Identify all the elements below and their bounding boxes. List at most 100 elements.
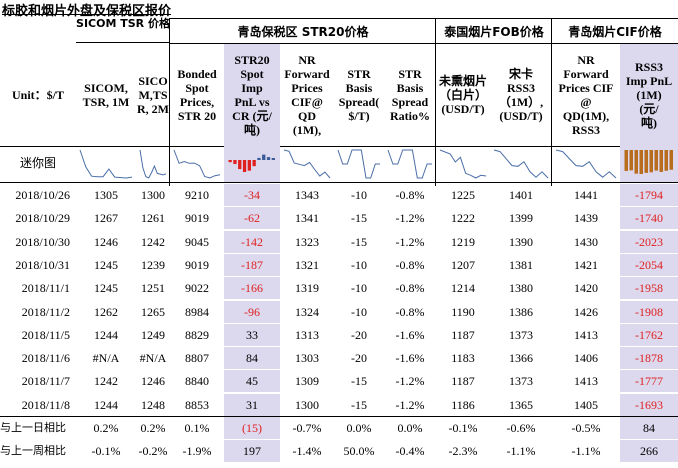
table-cell: 1343 bbox=[295, 188, 319, 202]
table-cell: -15 bbox=[351, 234, 367, 249]
sparkline-svg bbox=[283, 149, 331, 179]
table-cell: 1186 bbox=[451, 397, 475, 412]
sparkline-svg bbox=[493, 149, 549, 179]
table-cell: 1248 bbox=[141, 397, 165, 412]
table-cell: 1300 bbox=[295, 397, 319, 412]
table-cell: 0.1% bbox=[184, 421, 210, 435]
table-cell: 84 bbox=[224, 347, 280, 370]
sparkline-bar bbox=[649, 150, 653, 173]
table-cell: 31 bbox=[224, 393, 280, 416]
table-cell: 9022 bbox=[185, 281, 209, 296]
column-header: Unit：$/T bbox=[11, 88, 64, 102]
table-cell: 1303 bbox=[295, 351, 319, 366]
column-header: SICOM, TSR, 1M bbox=[82, 81, 130, 109]
table-cell: 1319 bbox=[295, 281, 319, 296]
column-header: 未熏烟片 （白片） (USD/T) bbox=[438, 74, 487, 116]
table-cell: 1413 bbox=[574, 327, 598, 342]
sparkline-6 bbox=[334, 146, 384, 182]
sparkline-line bbox=[139, 149, 167, 179]
table-cell: 50.0% bbox=[343, 444, 375, 459]
table-cell: 33 bbox=[224, 323, 280, 346]
table-cell: -1.2% bbox=[395, 234, 425, 249]
table-cell: 1380 bbox=[509, 281, 533, 296]
table-cell: -0.2% bbox=[138, 444, 168, 459]
sparkline-8 bbox=[436, 146, 490, 182]
sparkline-line bbox=[387, 149, 432, 179]
table-cell: 1366 bbox=[509, 351, 533, 366]
sparkline-bar bbox=[247, 160, 251, 171]
table-cell: 1251 bbox=[141, 281, 165, 296]
group-separator bbox=[551, 18, 552, 186]
mini-chart-label: 迷你图 bbox=[19, 156, 56, 170]
table-cell: -1.2% bbox=[395, 374, 425, 389]
column-header: RSS3 Imp PnL (1M) (元/ 吨) bbox=[620, 44, 678, 146]
sparkline-bar bbox=[266, 157, 271, 160]
sparkline-bar bbox=[257, 157, 261, 160]
sparkline-svg bbox=[337, 149, 380, 179]
row-date-label: 2018/10/29 bbox=[15, 211, 70, 226]
table-cell: 1321 bbox=[295, 257, 319, 272]
table-cell: #N/A bbox=[139, 351, 167, 366]
sparkline-line bbox=[283, 149, 331, 179]
table-cell: -1958 bbox=[620, 277, 678, 300]
table-cell: -166 bbox=[224, 277, 280, 300]
sparkline-bar bbox=[669, 150, 673, 170]
table-cell: 1421 bbox=[574, 257, 598, 272]
table-cell: 1245 bbox=[94, 257, 118, 272]
row-date-label: 与上一日相比 bbox=[0, 421, 66, 434]
table-cell: 1261 bbox=[141, 211, 165, 226]
table-cell: -0.6% bbox=[506, 421, 536, 435]
table-cell: 1190 bbox=[451, 304, 475, 319]
sparkline-svg bbox=[139, 149, 167, 179]
sparkline-2 bbox=[136, 146, 170, 182]
table-cell: 1244 bbox=[94, 327, 118, 342]
column-header: STR20 Spot Imp PnL vs CR (元/ 吨) bbox=[224, 44, 280, 146]
sparkline-bar bbox=[644, 150, 648, 173]
table-cell: 9045 bbox=[185, 234, 209, 249]
table-cell: 266 bbox=[620, 440, 678, 463]
table-cell: 8807 bbox=[185, 351, 209, 366]
table-cell: 1222 bbox=[451, 211, 475, 226]
sparkline-line bbox=[555, 149, 617, 179]
sparkline-line bbox=[337, 149, 380, 179]
table-cell: 9019 bbox=[185, 257, 209, 272]
sparkline-bar bbox=[654, 150, 658, 171]
sparkline-4 bbox=[224, 146, 280, 182]
column-header: Bonded Spot Prices, STR 20 bbox=[177, 67, 217, 123]
table-cell: 1439 bbox=[574, 211, 598, 226]
sparkline-3 bbox=[170, 146, 224, 182]
sparkline-bar bbox=[639, 150, 643, 174]
table-cell: -0.8% bbox=[395, 257, 425, 272]
sparkline-line bbox=[493, 149, 549, 179]
table-cell: -62 bbox=[224, 207, 280, 230]
sparkline-line bbox=[173, 149, 221, 179]
table-cell: 1399 bbox=[509, 211, 533, 226]
table-cell: 1406 bbox=[574, 351, 598, 366]
table-cell: -1.1% bbox=[571, 444, 601, 459]
column-header: NR Forward Prices CIF@ QD (1M), bbox=[284, 53, 330, 137]
table-cell: 1323 bbox=[295, 234, 319, 249]
row-date-label: 2018/10/26 bbox=[15, 188, 70, 202]
summary-separator-line bbox=[0, 416, 678, 417]
table-cell: 1214 bbox=[451, 281, 475, 296]
table-cell: 1183 bbox=[451, 351, 475, 366]
table-cell: 0.2% bbox=[140, 421, 166, 435]
sparkline-11 bbox=[620, 146, 678, 182]
table-cell: -1908 bbox=[620, 300, 678, 323]
table-cell: -2023 bbox=[620, 230, 678, 253]
table-cell: 1245 bbox=[94, 281, 118, 296]
table-cell: -1.2% bbox=[395, 211, 425, 226]
group-separator bbox=[169, 18, 170, 186]
table-cell: -10 bbox=[351, 257, 367, 272]
table-cell: 0.0% bbox=[397, 421, 423, 435]
table-cell: -10 bbox=[351, 281, 367, 296]
table-cell: 1413 bbox=[574, 374, 598, 389]
table-cell: -0.8% bbox=[395, 304, 425, 319]
sparkline-line bbox=[439, 149, 487, 179]
sparkline-7 bbox=[384, 146, 436, 182]
table-cell: -0.4% bbox=[395, 444, 425, 459]
sparkline-line bbox=[79, 149, 133, 179]
table-cell: -1.9% bbox=[182, 444, 212, 459]
table-cell: -1762 bbox=[620, 323, 678, 346]
table-cell: 1309 bbox=[295, 374, 319, 389]
